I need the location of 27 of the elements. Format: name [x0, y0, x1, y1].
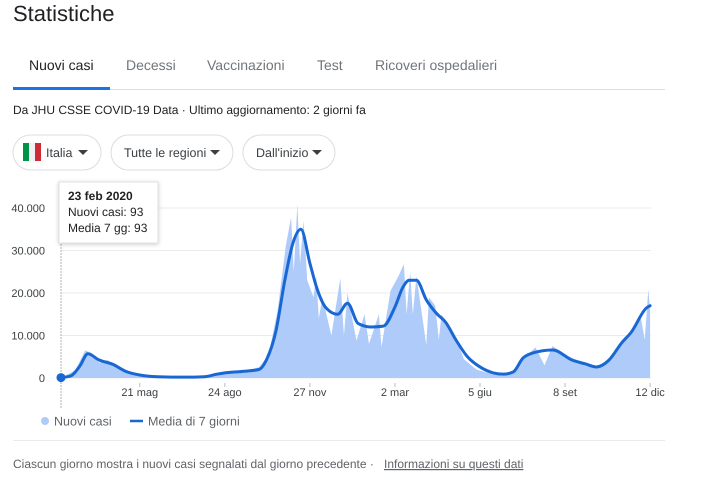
text: Decessi: [126, 57, 176, 73]
text: Informazioni su questi dati: [384, 457, 524, 471]
x-tick-label: 5 giu: [468, 387, 492, 399]
legend-label: Nuovi casi: [54, 414, 112, 428]
x-tick-label: 8 set: [553, 387, 577, 399]
x-tick-label: 24 ago: [208, 387, 242, 399]
chart-subtitle: Da JHU CSSE COVID-19 Data · Ultimo aggiornamento: 2 giorni fa: [13, 103, 366, 117]
text: Tutte le regioni: [124, 146, 206, 160]
text: Ricoveri ospedalieri: [375, 57, 498, 73]
x-tick-label: 2 mar: [380, 387, 410, 399]
y-tick-label: 40.000: [11, 203, 45, 215]
text: Test: [317, 57, 343, 73]
x-tick-label: 12 dic: [635, 387, 666, 399]
legend-label: Media di 7 giorni: [148, 414, 240, 428]
text: Ciascun giorno mostra i nuovi casi segnalati dal giorno precedente ·: [13, 457, 374, 471]
y-tick-label: 0: [38, 373, 45, 385]
y-tick-label: 20.000: [11, 288, 45, 300]
chart-title: Statistiche: [13, 1, 114, 26]
text: Nuovi casi: [29, 57, 94, 73]
text: Italia: [46, 146, 72, 160]
text: Dall'inizio: [256, 146, 308, 160]
x-tick-label: 21 mag: [121, 387, 158, 399]
x-tick-label: 27 nov: [293, 387, 327, 399]
y-tick-label: 10.000: [11, 330, 45, 342]
y-tick-label: 30.000: [11, 246, 45, 258]
text: Vaccinazioni: [207, 57, 285, 73]
annotation: 23 feb 2020 Nuovi casi: 93 Media 7 gg: 93: [68, 189, 148, 235]
